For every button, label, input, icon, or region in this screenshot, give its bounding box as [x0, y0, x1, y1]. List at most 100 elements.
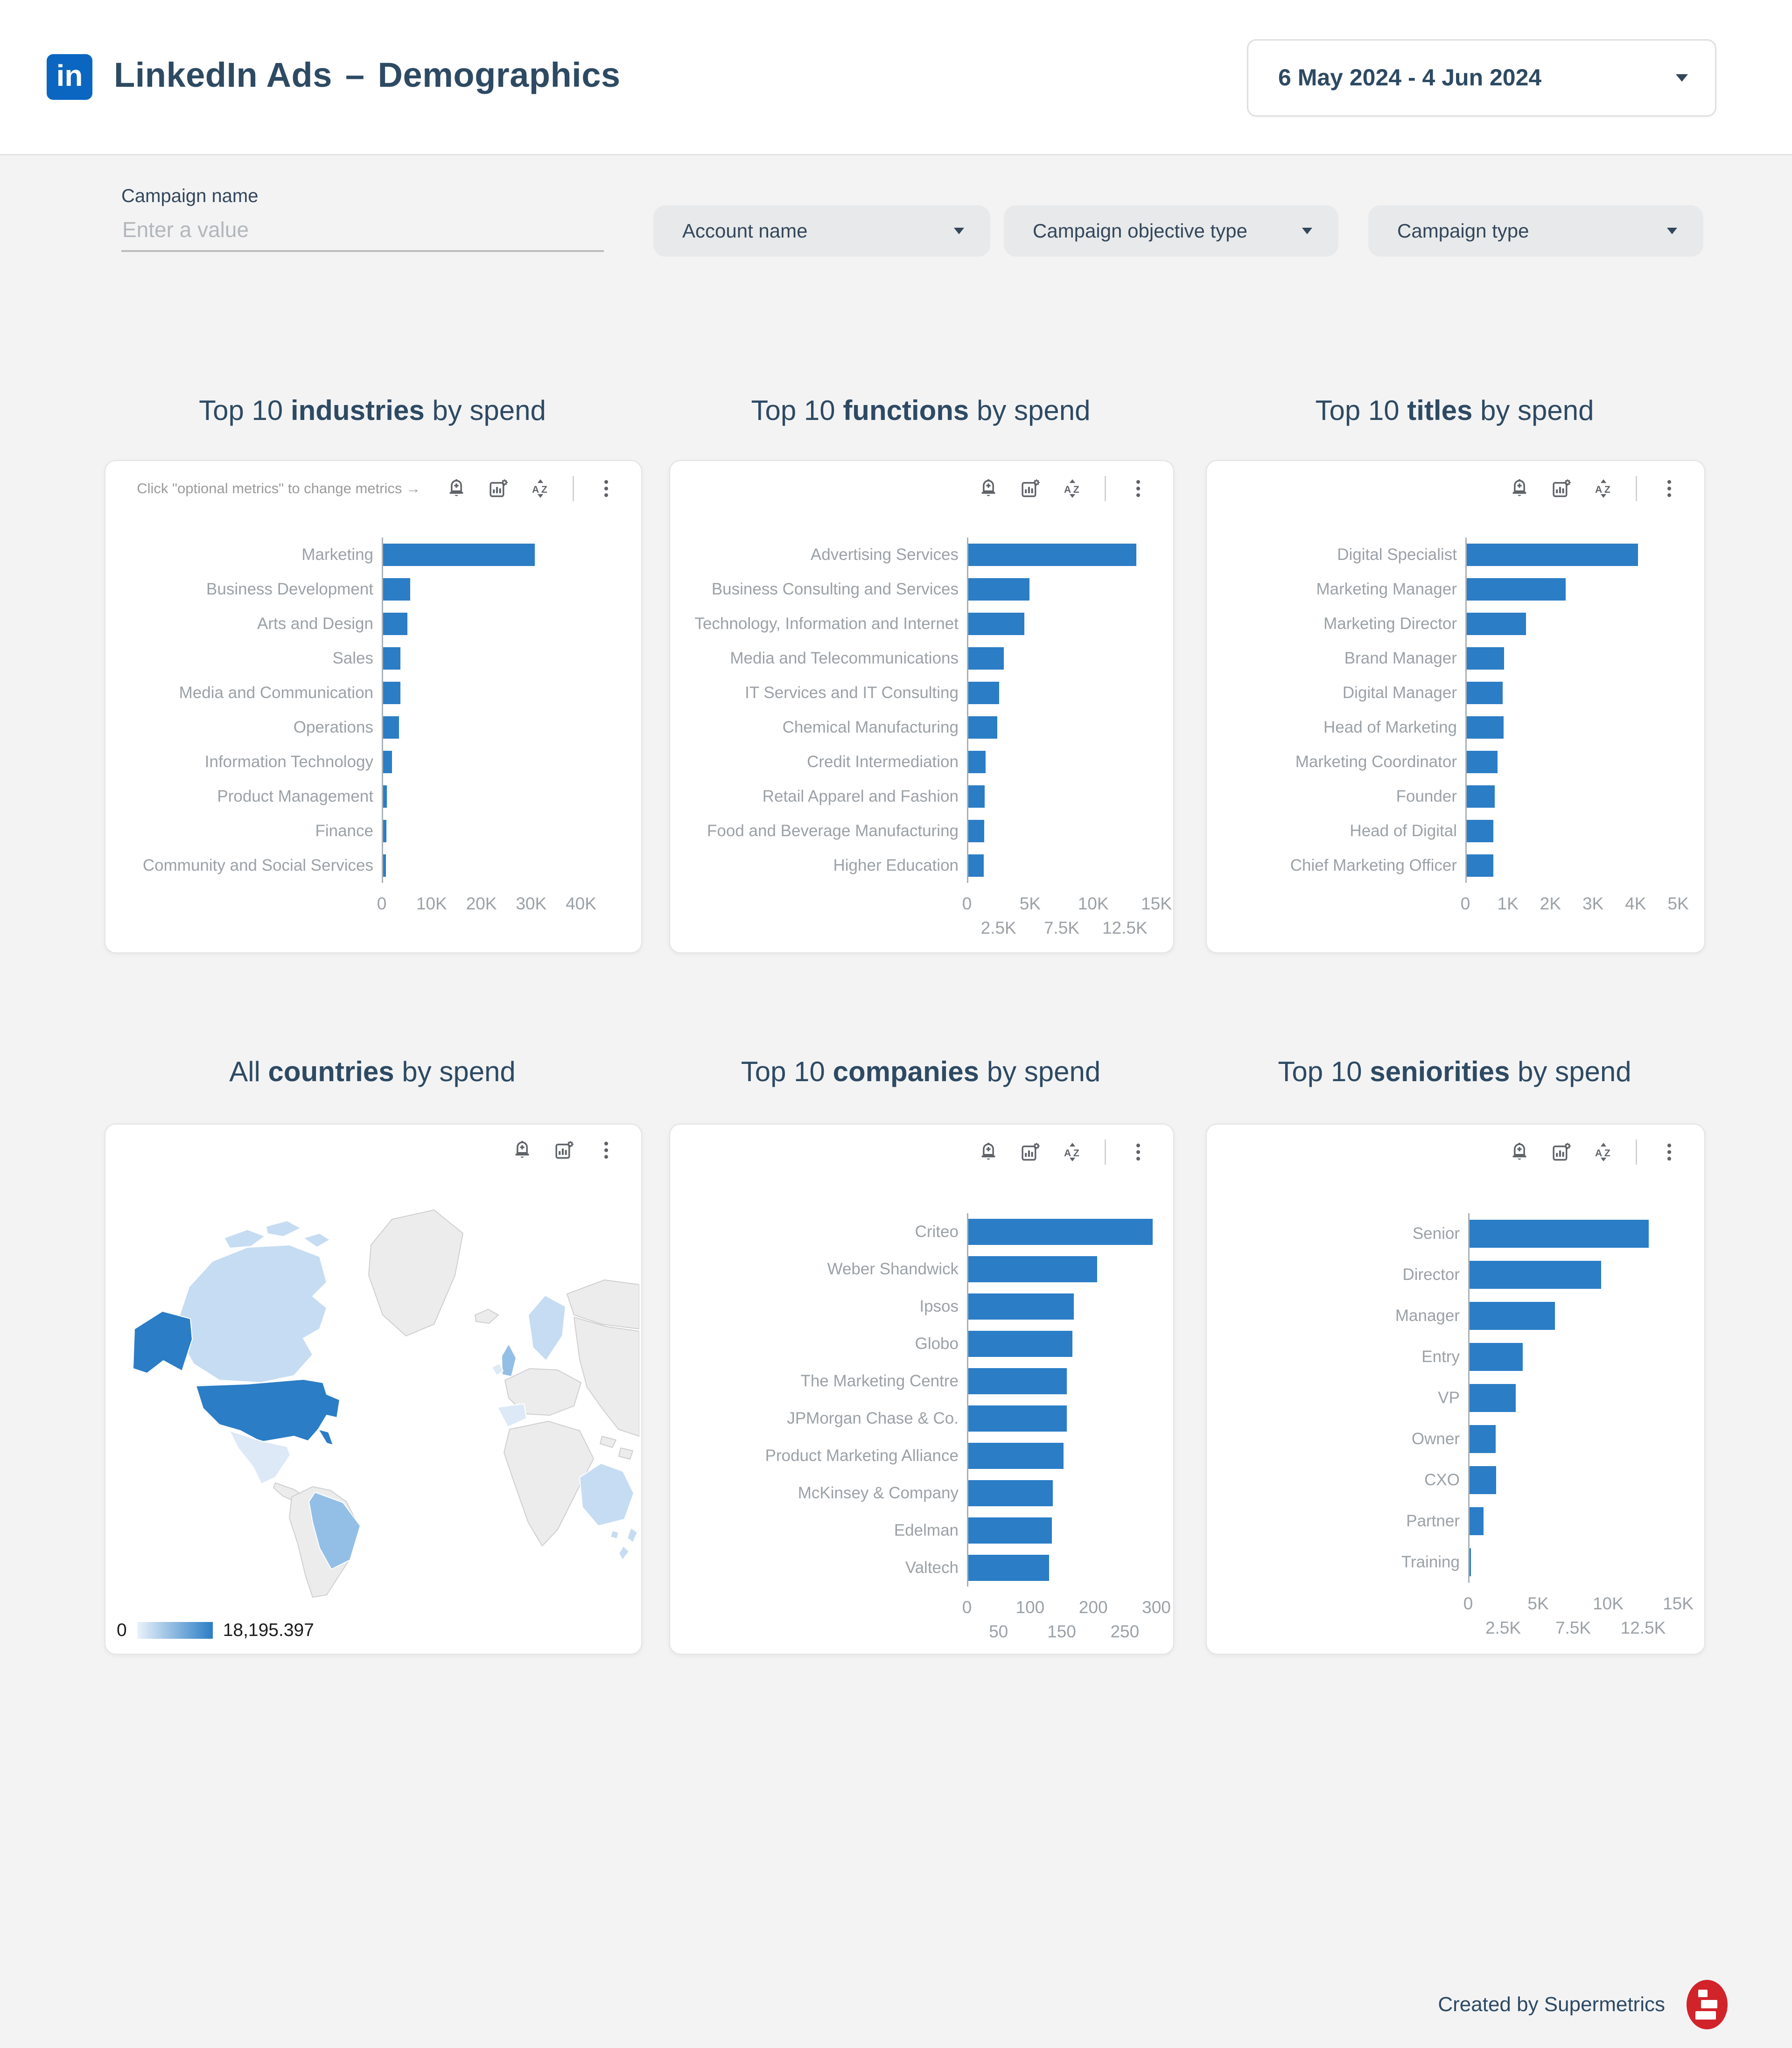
- page-title-page: Demographics: [378, 56, 621, 94]
- svg-text:A: A: [1595, 484, 1602, 495]
- axis-tick: 100: [1015, 1598, 1045, 1617]
- axis-tick: 10K: [1593, 1594, 1624, 1613]
- bar: [1467, 751, 1498, 773]
- bar: [968, 1443, 1064, 1469]
- campaign-type-dropdown[interactable]: Campaign type: [1368, 205, 1703, 257]
- axis-tick: 15K: [1663, 1594, 1694, 1613]
- axis-tick: 4K: [1625, 894, 1646, 913]
- section-title-seniorities: Top 10 seniorities by spend: [1278, 1056, 1631, 1087]
- bar-row: Head of Marketing: [1207, 710, 1704, 745]
- axis-tick: 20K: [466, 894, 497, 913]
- alert-add-icon[interactable]: [1509, 1141, 1530, 1163]
- axis-tick: 300: [1142, 1598, 1171, 1617]
- category-label: Media and Telecommunications: [730, 649, 959, 668]
- category-label: JPMorgan Chase & Co.: [787, 1409, 959, 1428]
- chart-settings-icon[interactable]: [1020, 1141, 1041, 1163]
- bar-row: Arts and Design: [105, 607, 641, 641]
- chart-settings-icon[interactable]: [1020, 478, 1041, 499]
- alert-add-icon[interactable]: [1509, 478, 1530, 499]
- axis-line: [967, 1213, 968, 1587]
- kebab-menu-icon[interactable]: [595, 478, 617, 499]
- bar-row: Operations: [105, 710, 641, 745]
- bar: [968, 854, 984, 877]
- category-label: Retail Apparel and Fashion: [762, 787, 959, 806]
- account-name-dropdown[interactable]: Account name: [653, 205, 990, 257]
- kebab-menu-icon[interactable]: [1127, 1141, 1149, 1163]
- section-title-industries: Top 10 industries by spend: [199, 395, 546, 426]
- chart-settings-icon[interactable]: [488, 478, 509, 499]
- bar-row: Digital Manager: [1207, 676, 1704, 710]
- kebab-menu-icon[interactable]: [1127, 478, 1149, 499]
- kebab-menu-icon[interactable]: [1659, 478, 1680, 499]
- svg-text:Z: Z: [1604, 484, 1610, 495]
- bar: [1470, 1425, 1496, 1453]
- bar-row: Globo: [670, 1325, 1173, 1363]
- kebab-menu-icon[interactable]: [1659, 1141, 1680, 1163]
- chart-settings-icon[interactable]: [1551, 478, 1572, 499]
- bar-row: Advertising Services: [670, 538, 1173, 572]
- axis-tick: 5K: [1667, 894, 1689, 913]
- axis-tick: 200: [1078, 1598, 1108, 1617]
- bar-row: Criteo: [670, 1213, 1173, 1251]
- category-label: Arts and Design: [257, 615, 373, 633]
- category-label: Media and Communication: [179, 684, 373, 702]
- bar-row: Owner: [1207, 1419, 1704, 1460]
- campaign-objective-type-dropdown[interactable]: Campaign objective type: [1004, 205, 1338, 257]
- companies-bar-chart: Criteo Weber Shandwick Ipsos Globo The Marke…: [670, 1213, 1173, 1641]
- bar: [1467, 785, 1495, 808]
- chart-settings-icon[interactable]: [1551, 1141, 1572, 1163]
- bar-row: Product Management: [105, 779, 641, 814]
- alert-add-icon[interactable]: [446, 478, 467, 499]
- map-spain: [497, 1403, 527, 1427]
- bar-row: Partner: [1207, 1501, 1704, 1542]
- date-range-dropdown[interactable]: 6 May 2024 - 4 Jun 2024: [1247, 39, 1716, 117]
- bar: [968, 613, 1025, 635]
- bar: [383, 716, 399, 739]
- axis-tick: 0: [962, 1598, 972, 1617]
- bar: [383, 647, 401, 670]
- category-label: Community and Social Services: [142, 856, 373, 875]
- axis-tick: 2.5K: [980, 918, 1016, 937]
- bar-row: Media and Communication: [105, 676, 641, 710]
- bar-row: Business Development: [105, 572, 641, 607]
- toolbar-divider: [1636, 1139, 1637, 1165]
- alert-add-icon[interactable]: [978, 478, 999, 499]
- bar: [1470, 1466, 1496, 1494]
- date-range-value: 6 May 2024 - 4 Jun 2024: [1278, 64, 1542, 91]
- kebab-menu-icon[interactable]: [595, 1139, 617, 1161]
- campaign-name-input[interactable]: [121, 209, 604, 252]
- bar-row: Entry: [1207, 1336, 1704, 1377]
- category-label: Product Marketing Alliance: [765, 1447, 959, 1465]
- chart-settings-icon[interactable]: [553, 1139, 575, 1161]
- bar-row: CXO: [1207, 1460, 1704, 1501]
- map-usa: [196, 1379, 340, 1442]
- toolbar-divider: [1636, 476, 1637, 501]
- bar: [383, 682, 400, 704]
- industries-bar-chart: Marketing Business Development Arts and De…: [105, 538, 641, 913]
- category-label: Chemical Manufacturing: [782, 718, 959, 737]
- svg-text:A: A: [532, 484, 539, 495]
- toolbar-divider: [1105, 1139, 1106, 1165]
- bar-row: Business Consulting and Services: [670, 572, 1173, 607]
- legend-min: 0: [117, 1620, 127, 1640]
- axis-tick: 7.5K: [1555, 1618, 1591, 1637]
- alert-add-icon[interactable]: [978, 1141, 999, 1163]
- category-label: The Marketing Centre: [800, 1372, 959, 1391]
- supermetrics-logo-icon: [1687, 1980, 1728, 2029]
- section-title-companies: Top 10 companies by spend: [741, 1056, 1101, 1087]
- toolbar-divider: [573, 476, 574, 501]
- alert-add-icon[interactable]: [511, 1139, 533, 1161]
- svg-text:Z: Z: [541, 484, 547, 495]
- section-title-functions: Top 10 functions by spend: [751, 395, 1091, 426]
- category-label: Training: [1401, 1553, 1460, 1572]
- bar: [968, 578, 1030, 601]
- axis-tick: 0: [377, 894, 387, 913]
- legend-max: 18,195.397: [223, 1620, 314, 1640]
